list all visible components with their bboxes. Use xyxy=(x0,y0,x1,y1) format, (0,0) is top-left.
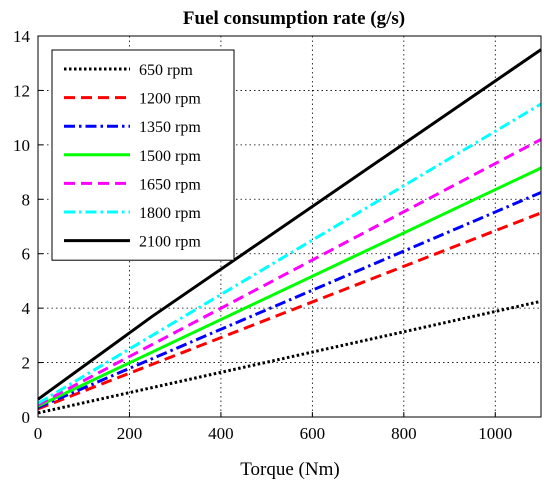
y-tick-label: 2 xyxy=(22,354,31,373)
axes: 0 200 400 600 800 1000 0 2 4 6 8 10 12 14 xyxy=(13,27,542,443)
legend-label: 1200 rpm xyxy=(139,91,201,108)
x-axis-label: Torque (Nm) xyxy=(240,459,339,480)
series-line xyxy=(37,48,542,401)
y-tick-label: 4 xyxy=(22,299,31,318)
y-tick-label: 14 xyxy=(13,27,31,46)
series-line xyxy=(37,138,542,407)
legend-label: 650 rpm xyxy=(139,62,193,79)
x-tick-label: 1000 xyxy=(478,424,512,443)
chart-title: Fuel consumption rate (g/s) xyxy=(183,8,405,29)
y-tick-label: 0 xyxy=(22,408,31,427)
series-line xyxy=(37,166,542,408)
legend-label: 1650 rpm xyxy=(139,176,201,193)
series-line xyxy=(37,211,542,411)
series-layer xyxy=(37,48,542,415)
y-tick-label: 10 xyxy=(13,136,30,155)
legend: 650 rpm 1200 rpm 1350 rpm 1500 rpm 1650 rpm 1… xyxy=(51,49,235,261)
series-line xyxy=(37,191,542,409)
legend-label: 1350 rpm xyxy=(139,119,201,136)
x-tick-label: 800 xyxy=(391,424,417,443)
y-tick-label: 6 xyxy=(22,245,31,264)
x-tick-label: 400 xyxy=(208,424,234,443)
y-tick-label: 8 xyxy=(22,190,31,209)
x-tick-label: 200 xyxy=(117,424,143,443)
series-line xyxy=(37,299,542,415)
x-tick-label: 600 xyxy=(300,424,326,443)
legend-label: 2100 rpm xyxy=(139,234,201,251)
plot-frame xyxy=(37,35,542,418)
x-tick-label: 0 xyxy=(34,424,43,443)
legend-label: 1800 rpm xyxy=(139,205,201,222)
y-tick-label: 12 xyxy=(13,81,30,100)
legend-label: 1500 rpm xyxy=(139,148,201,165)
